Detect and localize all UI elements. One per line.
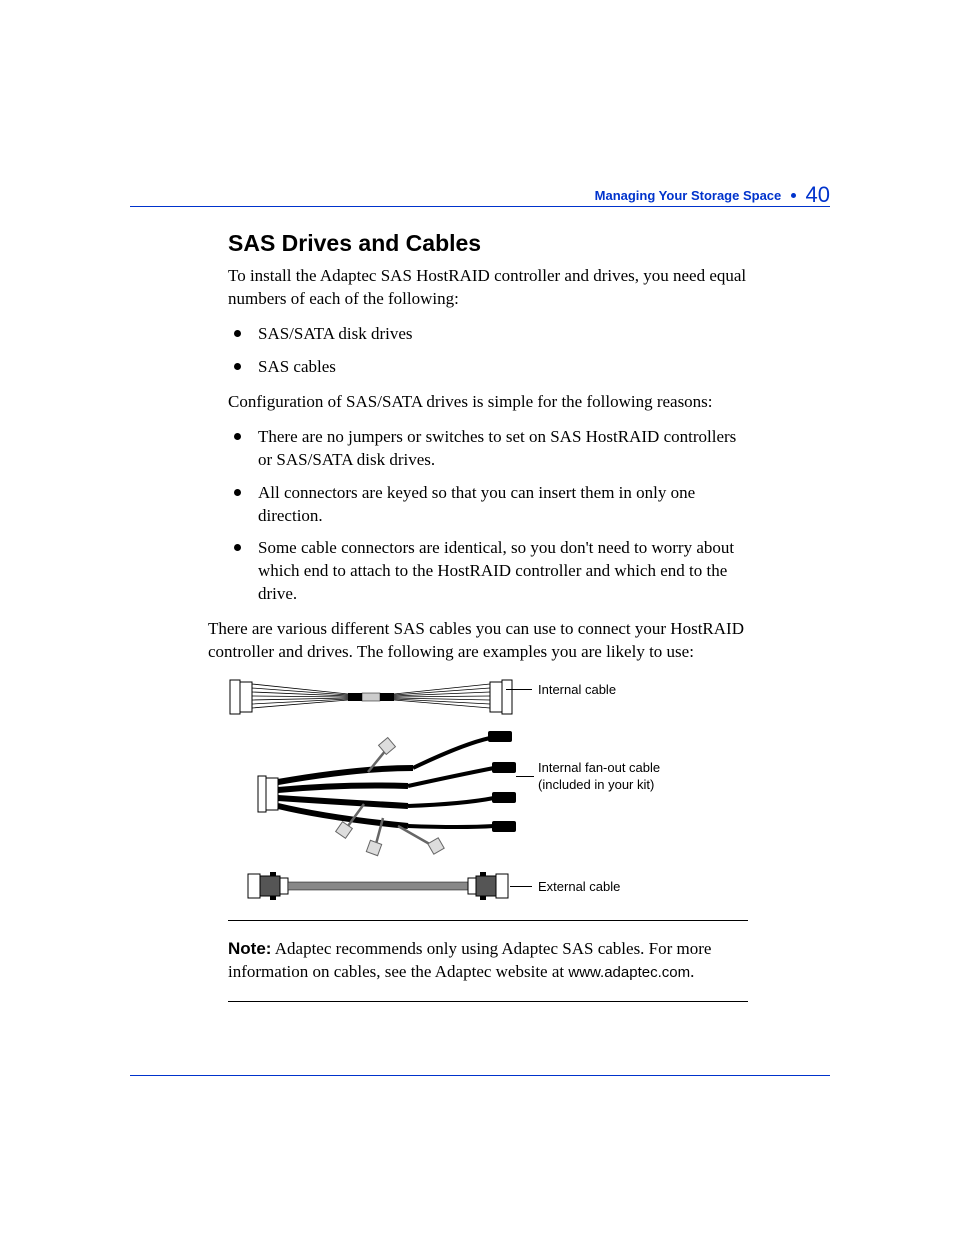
- leader-line: [516, 776, 534, 777]
- external-cable-label: External cable: [538, 879, 620, 896]
- external-cable-icon: [248, 872, 508, 900]
- internal-cable-icon: [230, 680, 512, 714]
- internal-cable-label: Internal cable: [538, 682, 616, 699]
- list-item: Some cable connectors are identical, so …: [248, 537, 748, 606]
- cable-diagram: Internal cable Internal fan-out cable (i…: [228, 676, 703, 904]
- note-paragraph: Note: Adaptec recommends only using Adap…: [228, 938, 748, 984]
- page-content: SAS Drives and Cables To install the Ada…: [228, 230, 748, 1010]
- chapter-title: Managing Your Storage Space: [595, 188, 782, 203]
- note-suffix: .: [690, 962, 694, 981]
- fanout-cable-label: Internal fan-out cable (included in your…: [538, 760, 668, 794]
- leader-line: [506, 689, 532, 690]
- footer-rule: [130, 1075, 830, 1076]
- leader-line: [510, 886, 532, 887]
- requirements-list: SAS/SATA disk drives SAS cables: [228, 323, 748, 379]
- list-item: SAS cables: [248, 356, 748, 379]
- page-header: Managing Your Storage Space 40: [595, 182, 830, 208]
- config-paragraph: Configuration of SAS/SATA drives is simp…: [228, 391, 748, 414]
- note-url: www.adaptec.com: [568, 964, 690, 981]
- note-top-rule: [228, 920, 748, 921]
- list-item: There are no jumpers or switches to set …: [248, 426, 748, 472]
- list-item: All connectors are keyed so that you can…: [248, 482, 748, 528]
- list-item: SAS/SATA disk drives: [248, 323, 748, 346]
- fanout-cable-icon: [258, 731, 516, 856]
- header-rule: [130, 206, 830, 207]
- note-bottom-rule: [228, 1001, 748, 1002]
- bullet-separator: [791, 193, 796, 198]
- section-heading: SAS Drives and Cables: [228, 230, 748, 257]
- note-prefix: Note:: [228, 939, 271, 958]
- intro-paragraph: To install the Adaptec SAS HostRAID cont…: [228, 265, 748, 311]
- cables-paragraph: There are various different SAS cables y…: [208, 618, 748, 664]
- reasons-list: There are no jumpers or switches to set …: [228, 426, 748, 607]
- page-number: 40: [806, 182, 830, 207]
